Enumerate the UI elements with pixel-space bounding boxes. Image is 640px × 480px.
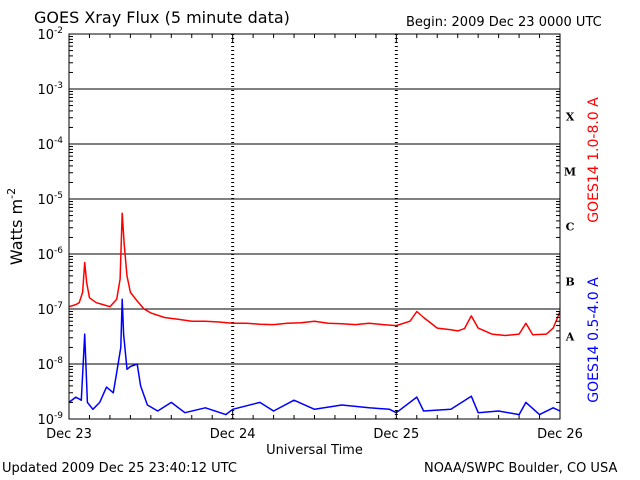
y-axis-label: Watts m-2 bbox=[5, 188, 26, 265]
y-tick-label: 10-2 bbox=[37, 26, 63, 43]
y-tick-label: 10-9 bbox=[37, 411, 63, 428]
plot-border bbox=[68, 33, 561, 420]
chart-title: GOES Xray Flux (5 minute data) bbox=[34, 8, 290, 27]
y-tick-label: 10-6 bbox=[37, 246, 63, 263]
credit-text: NOAA/SWPC Boulder, CO USA bbox=[424, 461, 618, 476]
flare-class-B: B bbox=[565, 276, 574, 289]
y-tick-label: 10-8 bbox=[37, 356, 63, 373]
plot-frame bbox=[68, 33, 561, 420]
x-axis-label: Universal Time bbox=[266, 443, 363, 458]
x-tick-label: Dec 23 bbox=[46, 427, 92, 442]
x-tick-label: Dec 25 bbox=[373, 427, 419, 442]
y-tick-label: 10-5 bbox=[37, 191, 63, 208]
y-tick-label: 10-4 bbox=[37, 136, 63, 153]
x-tick-label: Dec 26 bbox=[537, 427, 583, 442]
legend-series-0: GOES14 1.0-8.0 A bbox=[586, 97, 602, 223]
flare-class-A: A bbox=[565, 331, 575, 344]
y-tick-label: 10-3 bbox=[37, 81, 63, 98]
series-line-1 bbox=[68, 298, 561, 416]
x-tick-label: Dec 24 bbox=[210, 427, 256, 442]
begin-time: Begin: 2009 Dec 23 0000 UTC bbox=[406, 15, 602, 30]
flare-class-M: M bbox=[564, 166, 576, 179]
grid bbox=[69, 33, 560, 420]
updated-timestamp: Updated 2009 Dec 25 23:40:12 UTC bbox=[2, 461, 237, 476]
y-tick-label: 10-7 bbox=[37, 301, 63, 318]
flare-class-C: C bbox=[566, 221, 575, 234]
series-line-0 bbox=[68, 212, 561, 337]
flare-class-X: X bbox=[566, 111, 575, 124]
legend-series-1: GOES14 0.5-4.0 A bbox=[586, 277, 602, 403]
series-layer bbox=[68, 212, 561, 416]
